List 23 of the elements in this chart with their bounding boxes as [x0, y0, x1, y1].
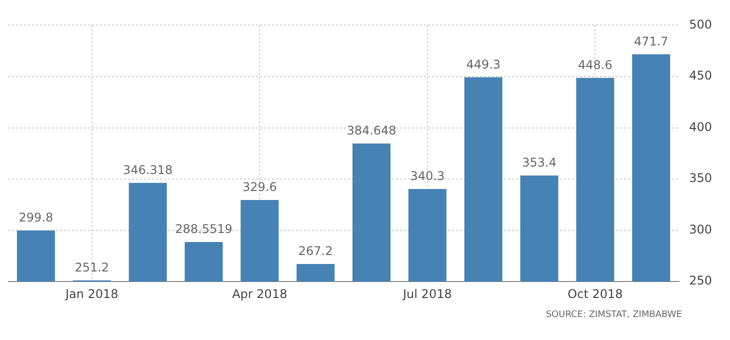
data-label: 449.3 — [466, 57, 501, 72]
data-label: 329.6 — [242, 180, 277, 194]
data-label: 251.2 — [74, 260, 110, 274]
x-tick-label: Jan 2018 — [64, 286, 118, 301]
x-tick-label: Oct 2018 — [568, 286, 623, 301]
data-label: 384.648 — [346, 124, 396, 138]
data-label: 288.5519 — [175, 222, 232, 236]
data-label: 346.318 — [123, 162, 173, 177]
y-tick-label: 300 — [689, 222, 712, 236]
data-label: 353.4 — [522, 156, 556, 170]
y-tick-label: 350 — [689, 171, 712, 186]
data-label: 267.2 — [298, 244, 333, 258]
data-label: 448.6 — [578, 58, 612, 72]
data-label: 471.7 — [634, 34, 668, 48]
data-label: 340.3 — [410, 169, 445, 184]
x-tick-label: Jul 2018 — [402, 286, 452, 301]
y-tick-label: 400 — [689, 120, 712, 134]
x-tick-label: Apr 2018 — [232, 286, 288, 301]
data-label: 299.8 — [18, 210, 54, 225]
y-tick-label: 250 — [689, 274, 712, 288]
source-note: SOURCE: ZIMSTAT, ZIMBABWE — [544, 310, 683, 320]
y-tick-label: 500 — [689, 17, 712, 32]
y-tick-label: 450 — [689, 68, 712, 83]
